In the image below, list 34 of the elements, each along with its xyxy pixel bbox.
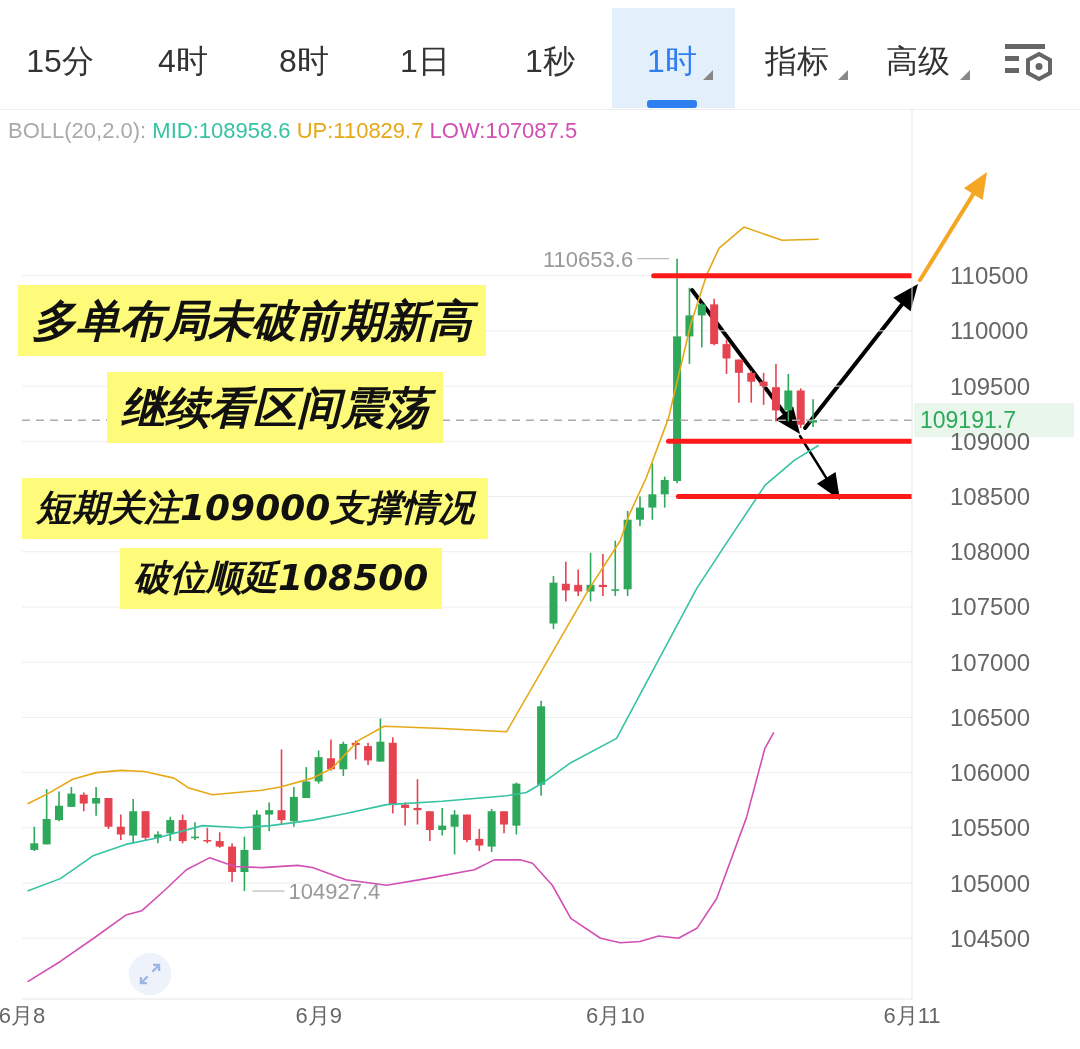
y-tick-label: 109500 — [950, 372, 1031, 400]
text: 4时 — [157, 42, 209, 81]
x-tick-label: 6月10 — [585, 1002, 645, 1028]
annotation: LOW:107087.5 — [429, 118, 578, 143]
text: 1时 — [646, 42, 698, 81]
y-tick-label: 107500 — [950, 593, 1031, 621]
annotation: MID:108958.6 — [152, 118, 292, 143]
text: 指标 — [764, 42, 830, 81]
y-tick-label: 107000 — [950, 648, 1031, 676]
y-tick-label: 105500 — [950, 814, 1031, 842]
text: 高级 — [885, 42, 951, 81]
y-tick-label: 106000 — [950, 759, 1031, 787]
y-tick-label: 105000 — [950, 869, 1031, 897]
annotation: 110653.6 — [543, 246, 634, 272]
text: 1日 — [399, 42, 451, 81]
y-tick-label: 108000 — [950, 538, 1031, 566]
y-tick-label: 106500 — [950, 703, 1031, 731]
annotation: 破位顺延108500 — [120, 548, 443, 609]
annotation: 继续看区间震荡 — [107, 372, 443, 444]
y-tick-label: 108500 — [950, 483, 1031, 511]
text: 1秒 — [524, 42, 576, 81]
x-tick-label: 6月11 — [883, 1002, 941, 1028]
text: 15分 — [25, 42, 95, 81]
annotation: 短期关注109000支撑情况 — [22, 478, 489, 539]
text: 8时 — [278, 42, 330, 81]
y-tick-label: 104500 — [950, 924, 1031, 952]
annotation: 104927.4 — [288, 879, 381, 905]
x-tick-label: 6月9 — [295, 1002, 342, 1028]
x-tick-label: 6月8 — [0, 1002, 46, 1028]
y-tick-label: 110000 — [950, 317, 1029, 345]
y-tick-label: 110500 — [950, 262, 1029, 290]
annotation: BOLL(20,2.0): — [8, 118, 148, 143]
annotation: 多单布局未破前期新高 — [18, 285, 486, 357]
annotation: UP:110829.7 — [296, 118, 425, 143]
